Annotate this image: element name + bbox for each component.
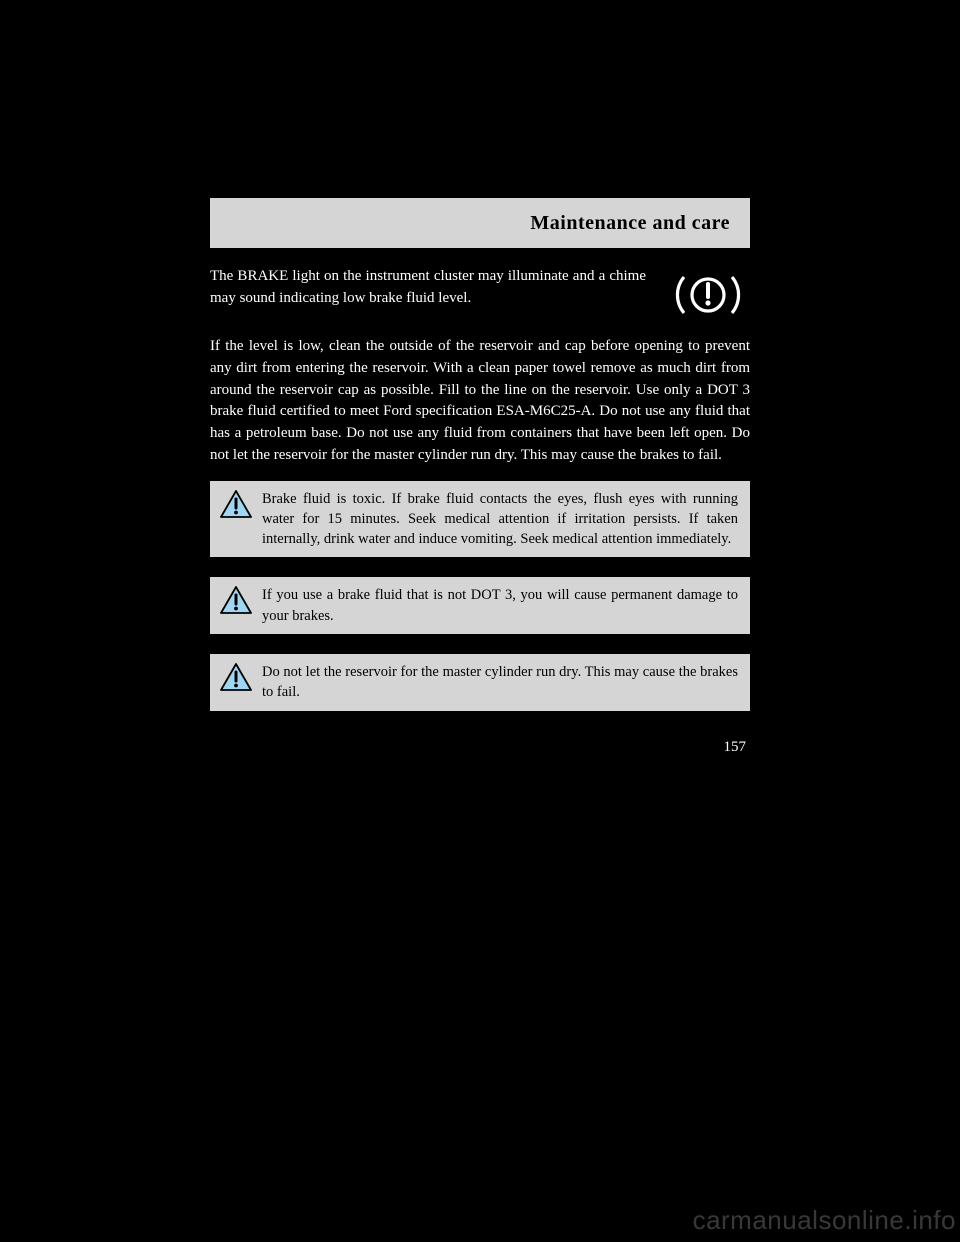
brake-indicator-text: The BRAKE light on the instrument cluste… xyxy=(210,266,646,310)
warning-box-toxic: Brake fluid is toxic. If brake fluid con… xyxy=(210,481,750,558)
warning-triangle-icon xyxy=(220,489,252,517)
watermark: carmanualsonline.info xyxy=(689,1199,960,1242)
warning-text: Do not let the reservoir for the master … xyxy=(262,662,738,703)
warning-text: If you use a brake fluid that is not DOT… xyxy=(262,585,738,626)
page-number: 157 xyxy=(210,739,750,756)
section-header: Maintenance and care xyxy=(210,198,750,248)
section-title: Maintenance and care xyxy=(530,212,730,235)
brake-indicator-row: The BRAKE light on the instrument cluste… xyxy=(210,266,750,320)
warning-box-reservoir: Do not let the reservoir for the master … xyxy=(210,654,750,711)
body-paragraph: If the level is low, clean the outside o… xyxy=(210,336,750,467)
warning-text: Brake fluid is toxic. If brake fluid con… xyxy=(262,489,738,550)
warning-box-dot3: If you use a brake fluid that is not DOT… xyxy=(210,577,750,634)
manual-page: Maintenance and care The BRAKE light on … xyxy=(210,198,750,756)
brake-warning-icon xyxy=(666,266,750,320)
warning-triangle-icon xyxy=(220,585,252,613)
warning-triangle-icon xyxy=(220,662,252,690)
